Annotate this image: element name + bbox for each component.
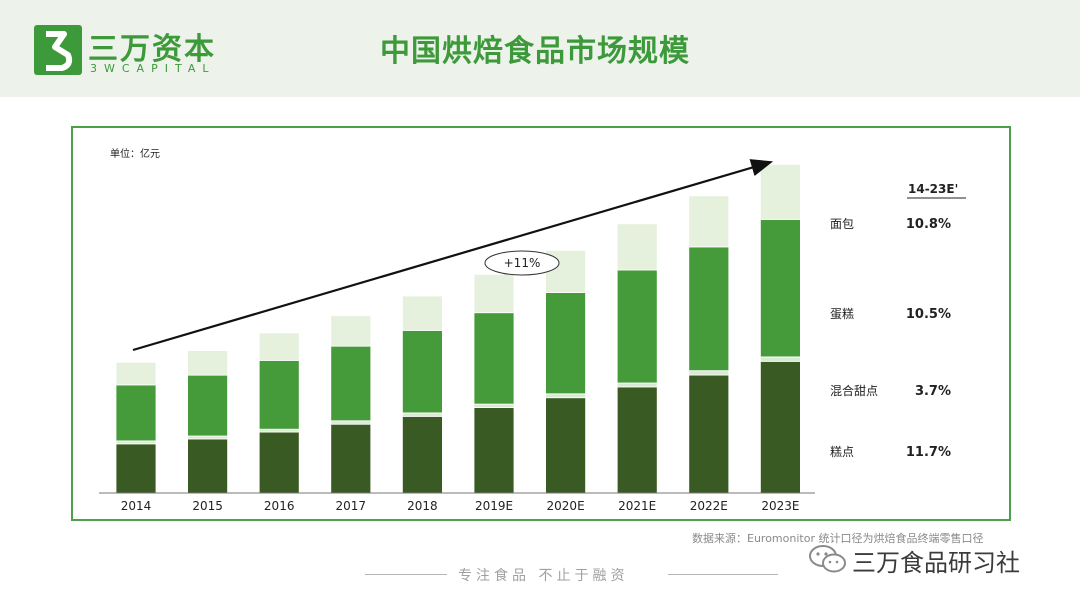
header-bar: 三万资本 3WCAPITAL 中国烘焙食品市场规模 bbox=[0, 0, 1080, 97]
growth-annotation: +11% bbox=[504, 256, 541, 270]
bar-segment-2017-1 bbox=[330, 420, 372, 425]
bar-segment-2020E-2 bbox=[545, 292, 587, 395]
bar-segment-2018-3 bbox=[401, 295, 443, 331]
footer-slogan: 专注食品 不止于融资 bbox=[458, 568, 629, 584]
x-tick-label: 2016 bbox=[264, 499, 295, 513]
bar-segment-2016-3 bbox=[258, 332, 300, 361]
bar-segment-2014-0 bbox=[115, 443, 157, 494]
bar-segment-2019E-0 bbox=[473, 407, 515, 494]
x-tick-label: 2022E bbox=[690, 499, 728, 513]
bar-segment-2019E-1 bbox=[473, 403, 515, 408]
bar-segment-2018-0 bbox=[401, 415, 443, 494]
bar-segment-2015-0 bbox=[187, 438, 228, 494]
x-tick-label: 2019E bbox=[475, 499, 513, 513]
footer-divider-left bbox=[365, 574, 447, 575]
trend-arrow bbox=[132, 159, 774, 352]
cagr-table: 面包 10.8% 蛋糕 10.5% 混合甜点 3.7% 糕点 11.7% bbox=[830, 217, 951, 460]
chart: 单位：亿元 2014 2015 2016 2017 2018 2019E 2020E 2021… bbox=[99, 147, 966, 513]
cagr-category-label: 蛋糕 bbox=[830, 307, 854, 321]
chart-frame: 单位：亿元 2014 2015 2016 2017 2018 2019E 2020E 2021… bbox=[71, 126, 1011, 521]
bar-segment-2021E-0 bbox=[616, 386, 658, 494]
bar-segment-2015-3 bbox=[187, 350, 228, 376]
bar-segment-2017-2 bbox=[330, 345, 372, 422]
bar-layer bbox=[115, 164, 801, 494]
x-tick-label: 2023E bbox=[761, 499, 799, 513]
bar-segment-2023E-3 bbox=[760, 164, 801, 220]
x-tick-label: 2015 bbox=[192, 499, 223, 513]
cagr-value: 3.7% bbox=[915, 384, 951, 399]
x-tick-label: 2017 bbox=[336, 499, 367, 513]
growth-ellipse bbox=[484, 250, 560, 276]
page-title: 中国烘焙食品市场规模 bbox=[380, 34, 690, 69]
bar-segment-2016-0 bbox=[258, 431, 300, 494]
bar-segment-2022E-3 bbox=[688, 195, 730, 248]
cagr-value: 10.5% bbox=[906, 307, 951, 322]
cagr-category-label: 面包 bbox=[830, 217, 854, 231]
bar-segment-2023E-1 bbox=[760, 356, 801, 362]
watermark-text: 三万食品研习社 bbox=[852, 549, 1020, 577]
cagr-category-label: 混合甜点 bbox=[830, 383, 878, 398]
bar-segment-2022E-1 bbox=[688, 370, 730, 376]
bar-segment-2017-0 bbox=[330, 423, 372, 494]
bar-segment-2018-2 bbox=[401, 329, 443, 414]
bar-segment-2015-2 bbox=[187, 374, 228, 437]
bar-segment-2021E-2 bbox=[616, 269, 658, 384]
bar-segment-2023E-2 bbox=[760, 219, 801, 358]
source-note: 数据来源：Euromonitor 统计口径为烘焙食品终端零售口径 bbox=[692, 532, 984, 545]
bar-segment-2019E-2 bbox=[473, 312, 515, 405]
bar-segment-2020E-1 bbox=[545, 393, 587, 399]
bar-segment-2022E-0 bbox=[688, 374, 730, 494]
cagr-value: 10.8% bbox=[906, 217, 951, 232]
x-tick-label: 2018 bbox=[407, 499, 438, 513]
unit-label: 单位：亿元 bbox=[110, 147, 160, 160]
logo-subtext: 3WCAPITAL bbox=[90, 62, 216, 75]
x-tick-label: 2020E bbox=[547, 499, 585, 513]
wechat-icon bbox=[809, 545, 846, 573]
footer-divider-right bbox=[668, 574, 778, 575]
bar-segment-2022E-2 bbox=[688, 246, 730, 372]
bar-segment-2020E-0 bbox=[545, 397, 587, 494]
logo-icon bbox=[34, 25, 82, 75]
bar-segment-2018-1 bbox=[401, 412, 443, 417]
bar-segment-2014-2 bbox=[115, 384, 157, 442]
bar-segment-2019E-3 bbox=[473, 273, 515, 314]
bar-segment-2017-3 bbox=[330, 315, 372, 347]
bar-segment-2014-1 bbox=[115, 440, 157, 445]
cagr-value: 11.7% bbox=[906, 445, 951, 460]
logo-text: 三万资本 bbox=[88, 32, 216, 67]
bar-segment-2023E-0 bbox=[760, 360, 801, 494]
bar-segment-2014-3 bbox=[115, 361, 157, 386]
x-tick-label: 2021E bbox=[618, 499, 656, 513]
x-tick-label: 2014 bbox=[121, 499, 152, 513]
bar-segment-2016-2 bbox=[258, 359, 300, 430]
x-axis-labels: 2014 2015 2016 2017 2018 2019E 2020E 2021E 2022E… bbox=[121, 499, 800, 513]
bar-segment-2021E-1 bbox=[616, 382, 658, 388]
cagr-category-label: 糕点 bbox=[830, 445, 854, 459]
cagr-header: 14-23E' bbox=[908, 182, 958, 196]
bar-segment-2021E-3 bbox=[616, 223, 658, 271]
bar-segment-2015-1 bbox=[187, 435, 228, 440]
